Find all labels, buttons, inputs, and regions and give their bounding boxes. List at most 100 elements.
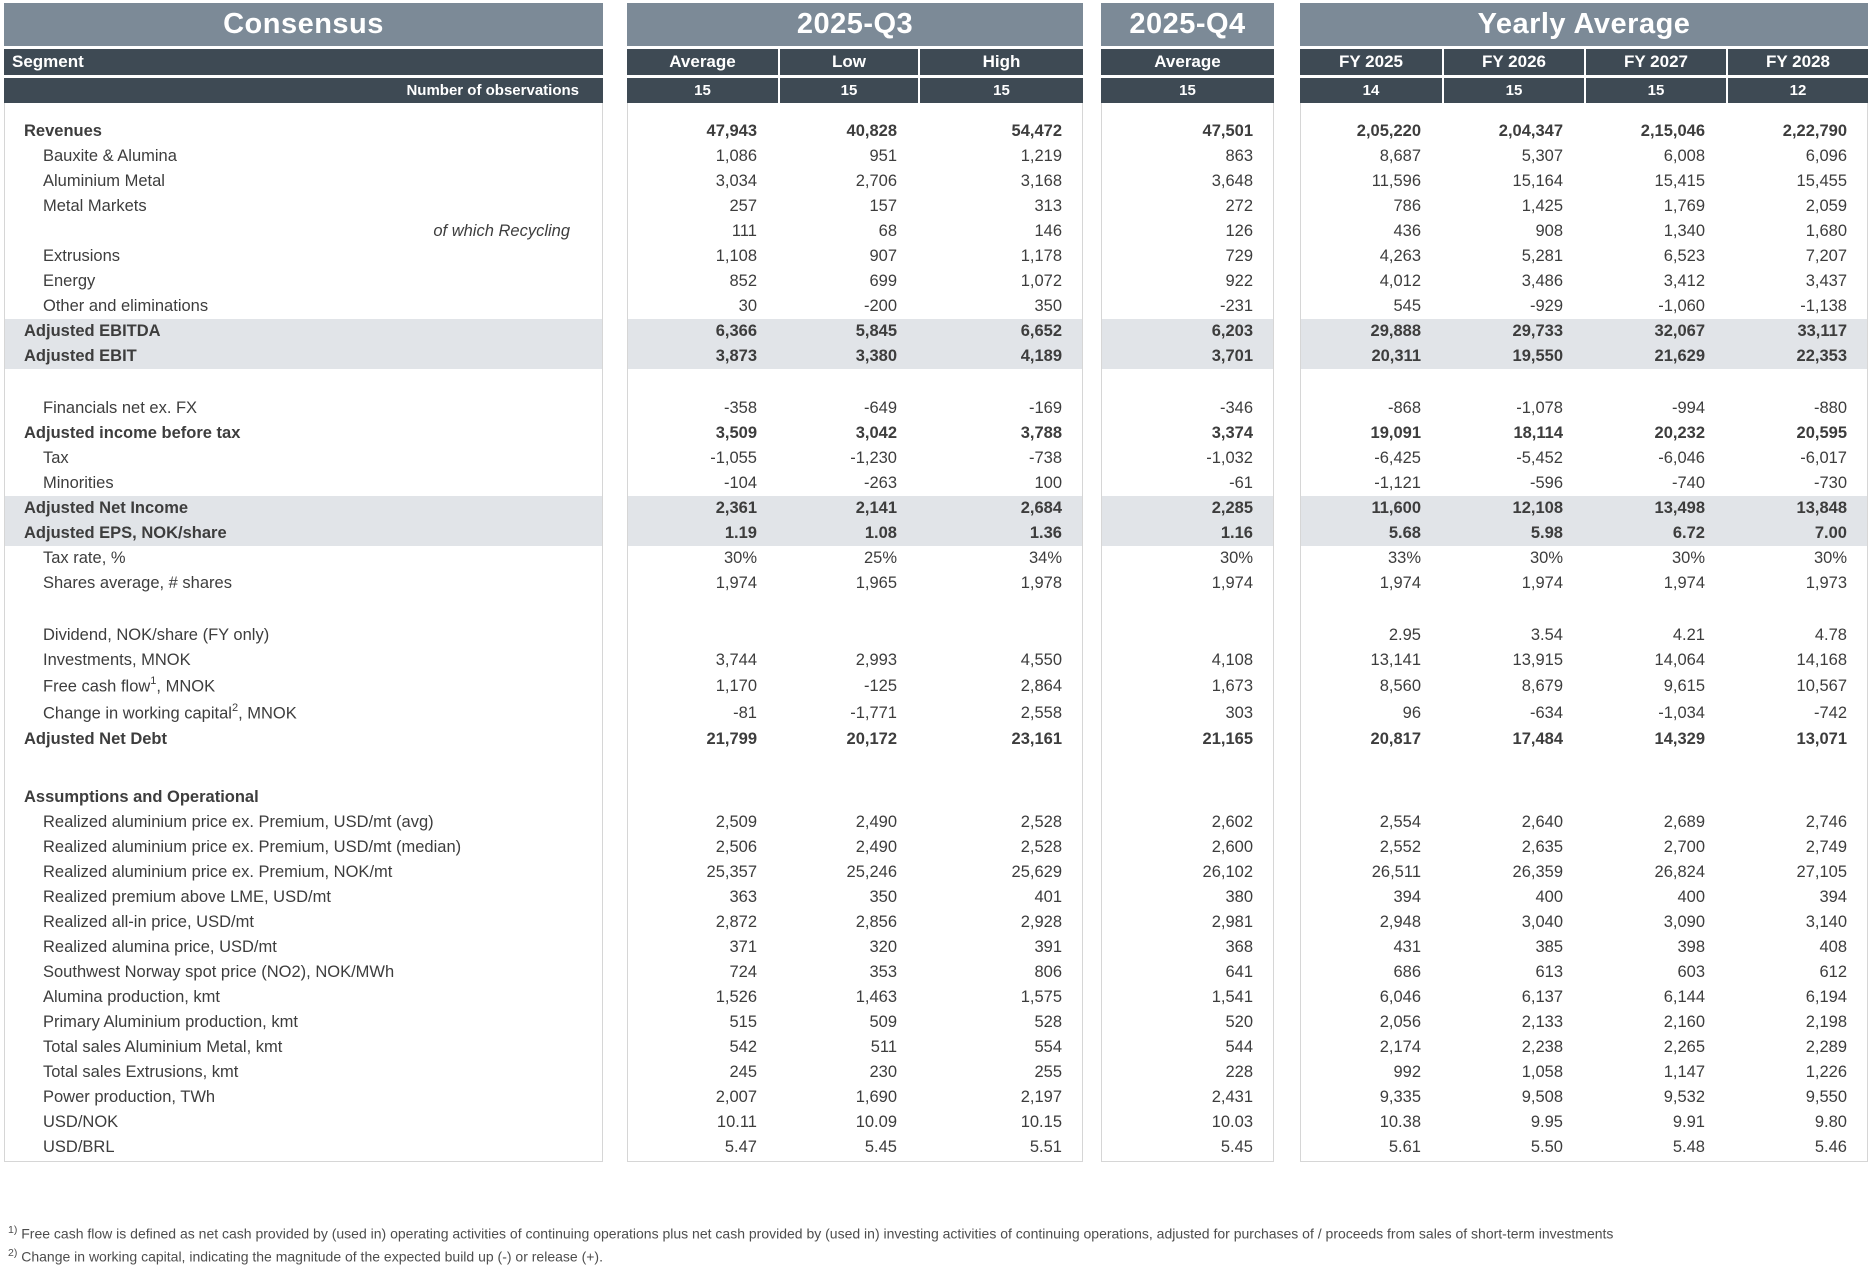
table-row: 2,872 2,856 2,928: [628, 910, 1082, 935]
cell-value: 1,526: [715, 988, 757, 1006]
table-row: [1102, 623, 1273, 648]
table-row: 2,506 2,490 2,528: [628, 835, 1082, 860]
cell-value: 30%: [1219, 549, 1253, 567]
cell-value: 1,965: [855, 574, 897, 592]
table-row: 8,687 5,307 6,008 6,096: [1301, 144, 1867, 169]
table-row: -1,055 -1,230 -738: [628, 446, 1082, 471]
row-label: USD/BRL: [43, 1138, 115, 1156]
cell-value: 47,501: [1202, 122, 1253, 140]
cell-value: 303: [1225, 704, 1253, 722]
q3-observations-row: 15 15 15: [627, 78, 1083, 103]
cell-value: 1,340: [1663, 222, 1705, 240]
cell-value: 368: [1225, 938, 1253, 956]
table-row: 515 509 528: [628, 1010, 1082, 1035]
cell-value: 1.36: [1029, 524, 1062, 542]
cell-value: 4,550: [1020, 651, 1062, 669]
cell-value: 9,615: [1663, 677, 1705, 695]
cell-value: 9,532: [1663, 1088, 1705, 1106]
cell-value: 2,528: [1020, 838, 1062, 856]
cell-value: 1.08: [864, 524, 897, 542]
spacer-row: [628, 596, 1082, 623]
yearly-body: 2,05,220 2,04,347 2,15,046 2,22,790 8,687 5,3…: [1300, 103, 1868, 1162]
cell-value: 2,856: [855, 913, 897, 931]
cell-value: 2,528: [1020, 813, 1062, 831]
cell-value: 3,788: [1020, 424, 1062, 442]
table-row: 303: [1102, 700, 1273, 727]
cell-value: 1.16: [1220, 524, 1253, 542]
table-row: -346: [1102, 396, 1273, 421]
row-label: Realized premium above LME, USD/mt: [43, 888, 331, 906]
cell-value: 9.95: [1530, 1113, 1563, 1131]
row-label: Adjusted EPS, NOK/share: [24, 524, 227, 542]
cell-value: -263: [863, 474, 897, 492]
cell-value: -6,046: [1658, 449, 1705, 467]
cell-value: 686: [1393, 963, 1421, 981]
cell-value: 14,168: [1796, 651, 1847, 669]
cell-value: 3,437: [1805, 272, 1847, 290]
cell-value: 2,490: [855, 838, 897, 856]
cell-value: 15,164: [1512, 172, 1563, 190]
cell-value: 2,431: [1211, 1088, 1253, 1106]
cell-value: 313: [1034, 197, 1062, 215]
cell-value: 2,361: [715, 499, 757, 517]
table-row: 2,056 2,133 2,160 2,198: [1301, 1010, 1867, 1035]
cell-value: 603: [1677, 963, 1705, 981]
cell-value: 3,701: [1211, 347, 1253, 365]
yearly-average-title: Yearly Average: [1300, 3, 1868, 46]
table-row: 2,554 2,640 2,689 2,746: [1301, 810, 1867, 835]
table-row: 363 350 401: [628, 885, 1082, 910]
cell-value: 2,554: [1379, 813, 1421, 831]
row-label: Power production, TWh: [43, 1088, 216, 1106]
table-row: 5.61 5.50 5.48 5.46: [1301, 1135, 1867, 1160]
row-label: Tax: [43, 449, 69, 467]
consensus-title: Consensus: [4, 3, 603, 46]
cell-value: 2,197: [1020, 1088, 1062, 1106]
footnote-1: 1) Free cash flow is defined as net cash…: [8, 1224, 1613, 1242]
table-row: Adjusted EBIT: [5, 344, 602, 369]
cell-value: 30%: [723, 549, 757, 567]
table-row: 2,285: [1102, 496, 1273, 521]
table-row: Energy: [5, 269, 602, 294]
cell-value: -6,425: [1374, 449, 1421, 467]
observations-count: 12: [1726, 78, 1868, 103]
row-label: Adjusted EBITDA: [24, 322, 161, 340]
yearly-observations-row: 14 15 15 12: [1300, 78, 1868, 103]
cell-value: 699: [869, 272, 897, 290]
table-row: Minorities: [5, 471, 602, 496]
cell-value: 2,490: [855, 813, 897, 831]
row-label: Realized aluminium price ex. Premium, US…: [43, 813, 434, 831]
cell-value: 2,04,347: [1498, 122, 1563, 140]
table-row: -104 -263 100: [628, 471, 1082, 496]
row-label: Free cash flow1, MNOK: [43, 675, 216, 696]
cell-value: 9,508: [1521, 1088, 1563, 1106]
row-label: Aluminium Metal: [43, 172, 165, 190]
table-row: 2,600: [1102, 835, 1273, 860]
cell-value: 3,034: [715, 172, 757, 190]
cell-value: 3,648: [1211, 172, 1253, 190]
column-header: FY 2026: [1442, 49, 1584, 75]
cell-value: 25%: [863, 549, 897, 567]
cell-value: -596: [1529, 474, 1563, 492]
row-label: Primary Aluminium production, kmt: [43, 1013, 298, 1031]
cell-value: 3,168: [1020, 172, 1062, 190]
cell-value: 1,973: [1805, 574, 1847, 592]
table-row: 641: [1102, 960, 1273, 985]
cell-value: 15,415: [1654, 172, 1705, 190]
cell-value: 2,198: [1805, 1013, 1847, 1031]
cell-value: 5.50: [1530, 1138, 1563, 1156]
cell-value: 5.68: [1388, 524, 1421, 542]
spacer-row: [1102, 369, 1273, 396]
cell-value: 29,733: [1512, 322, 1563, 340]
cell-value: 400: [1535, 888, 1563, 906]
cell-value: 18,114: [1513, 424, 1563, 442]
cell-value: 2,059: [1805, 197, 1847, 215]
table-row: 1,673: [1102, 673, 1273, 700]
column-header: FY 2027: [1584, 49, 1726, 75]
cell-value: 6,008: [1663, 147, 1705, 165]
table-row: 3,374: [1102, 421, 1273, 446]
cell-value: 436: [1393, 222, 1421, 240]
q4-observations-row: 15: [1101, 78, 1274, 103]
table-row: 2,981: [1102, 910, 1273, 935]
cell-value: 30: [738, 297, 757, 315]
table-row: Free cash flow1, MNOK: [5, 673, 602, 700]
